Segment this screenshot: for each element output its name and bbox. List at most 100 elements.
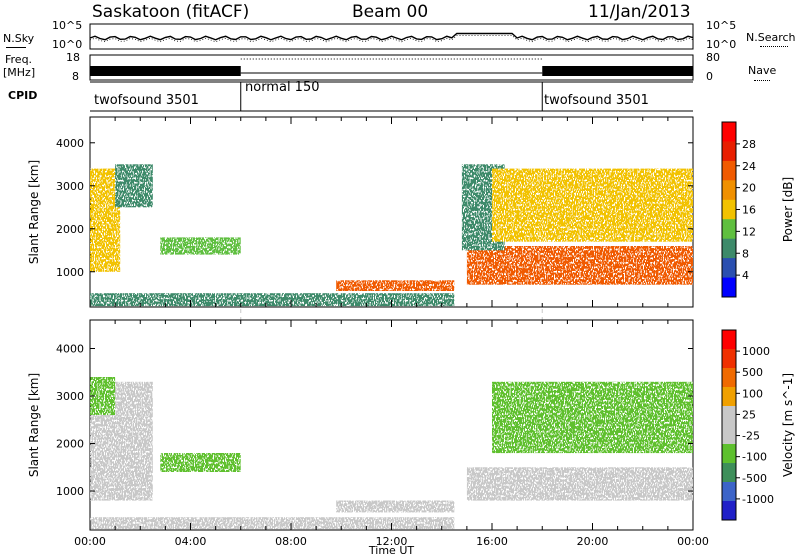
colorbar-0-label-3: 16	[742, 204, 756, 217]
axes: 1000 2000 3000 4000 Slant Range [km] 1000 2000…	[27, 117, 709, 557]
velocity-panel	[90, 377, 693, 530]
ytick-label-0-2: 3000	[56, 180, 84, 193]
nave-tick-low: 0	[706, 70, 713, 83]
noise-tick-high-left: 10^5	[52, 19, 83, 32]
xtick-label-2: 08:00	[275, 535, 307, 548]
colorbars: 28 24 20 16 12 8 4 Power [dB] 1000 500 100 25 -25 -10…	[721, 121, 795, 521]
colorbar-0-cell-1	[722, 141, 736, 162]
echo-region-3	[336, 500, 455, 513]
colorbar-1-label-2: 100	[742, 387, 763, 400]
nsky-label: N.Sky	[3, 32, 35, 45]
ytick-label-1-0: 1000	[56, 485, 84, 498]
colorbar-0-cell-4	[722, 199, 736, 220]
ytick-label-0-1: 2000	[56, 223, 84, 236]
date-title: 11/Jan/2013	[588, 2, 691, 22]
colorbar-1-label-6: -500	[742, 472, 767, 485]
ytick-label-1-2: 3000	[56, 390, 84, 403]
colorbar-1-title: Velocity [m s^-1]	[781, 373, 795, 477]
ytick-label-0-3: 4000	[56, 137, 84, 150]
beam-title: Beam 00	[352, 2, 429, 22]
ylabel-0: Slant Range [km]	[27, 160, 41, 264]
colorbar-1-label-4: -25	[742, 430, 760, 443]
freq-label: Freq.	[5, 53, 33, 66]
colorbar-1-frame	[721, 329, 737, 521]
echo-region-6	[492, 381, 693, 454]
panel-1-echoes	[90, 377, 693, 530]
colorbar-0-cell-3	[722, 180, 736, 201]
echo-region-5	[466, 467, 693, 501]
echo-region-5	[466, 246, 693, 285]
power-panel	[90, 164, 693, 307]
freq-tick-low: 8	[72, 70, 79, 83]
colorbar-1-label-1: 500	[742, 366, 763, 379]
colorbar-1-cell-6	[722, 444, 736, 464]
colorbar-0-cell-6	[722, 238, 736, 259]
colorbar-1-cell-7	[722, 463, 736, 483]
echo-region-4	[90, 517, 455, 530]
colorbar-1-cell-4	[722, 406, 736, 426]
xtick-label-1: 04:00	[175, 535, 207, 548]
xtick-label-6: 00:00	[677, 535, 709, 548]
echo-region-1	[115, 164, 153, 208]
nave-tick-high: 80	[706, 51, 720, 64]
colorbar-0-cell-5	[722, 219, 736, 240]
colorbar-0-label-4: 12	[742, 225, 756, 238]
freq-band-2	[542, 66, 693, 76]
panel-0-echoes	[90, 164, 693, 307]
colorbar-1-cell-8	[722, 482, 736, 502]
cpid-label: CPID	[8, 89, 38, 102]
echo-region-3	[336, 280, 455, 291]
noise-sky-line	[89, 32, 694, 41]
xtick-label-4: 16:00	[476, 535, 508, 548]
colorbar-0-cell-0	[722, 122, 736, 142]
colorbar-1-cell-2	[722, 368, 736, 388]
colorbar-1-cell-5	[722, 425, 736, 445]
freq-band-0	[90, 66, 241, 76]
noise-tick-high-right: 10^5	[706, 19, 737, 32]
echo-region-4	[90, 293, 455, 307]
frequency-trace	[90, 58, 693, 76]
xtick-label-0: 00:00	[74, 535, 106, 548]
xlabel: Time UT	[368, 544, 414, 554]
colorbar-0-label-1: 24	[742, 160, 756, 173]
colorbar-0-label-5: 8	[742, 247, 749, 260]
cpid-mode-1: twofsound 3501	[94, 93, 199, 108]
colorbar-0-label-2: 20	[742, 182, 756, 195]
ylabel-1: Slant Range [km]	[27, 373, 41, 477]
colorbar-0-label-0: 28	[742, 138, 756, 151]
colorbar-1-label-5: -100	[742, 451, 767, 464]
cpid-mode-2: normal 150	[245, 80, 320, 95]
colorbar-1-label-7: -1000	[742, 493, 774, 506]
nsearch-legend-line	[760, 46, 788, 47]
colorbar-1-cell-1	[722, 349, 736, 369]
nsearch-label: N.Search	[746, 31, 796, 44]
colorbar-1-cell-9	[722, 501, 736, 521]
ytick-label-1-3: 4000	[56, 343, 84, 356]
xtick-label-5: 20:00	[577, 535, 609, 548]
nave-label: Nave	[748, 64, 777, 77]
freq-tick-high: 18	[66, 51, 80, 64]
colorbar-1-label-0: 1000	[742, 345, 770, 358]
colorbar-1-label-3: 25	[742, 408, 756, 421]
colorbar-0-title: Power [dB]	[781, 177, 795, 242]
noise-tick-low-left: 10^0	[52, 38, 83, 51]
cpid-mode-3: twofsound 3501	[544, 93, 649, 108]
echo-region-7	[492, 168, 693, 242]
colorbar-1-cell-0	[722, 330, 736, 350]
nsky-legend-line	[6, 47, 26, 48]
ytick-label-0-0: 1000	[56, 266, 84, 279]
colorbar-0-cell-2	[722, 160, 736, 181]
colorbar-0-cell-8	[722, 277, 736, 298]
xtick-label-3: 12:00	[376, 535, 408, 548]
echo-region-2	[160, 237, 241, 255]
colorbar-1-cell-3	[722, 387, 736, 407]
noise-trace	[89, 32, 694, 43]
colorbar-0-label-6: 4	[742, 269, 749, 282]
colorbar-0-cell-7	[722, 258, 736, 278]
ytick-label-1-1: 2000	[56, 438, 84, 451]
freq-units-label: [MHz]	[3, 66, 36, 79]
echo-region-2	[160, 453, 241, 472]
noise-tick-low-right: 10^0	[706, 38, 737, 51]
